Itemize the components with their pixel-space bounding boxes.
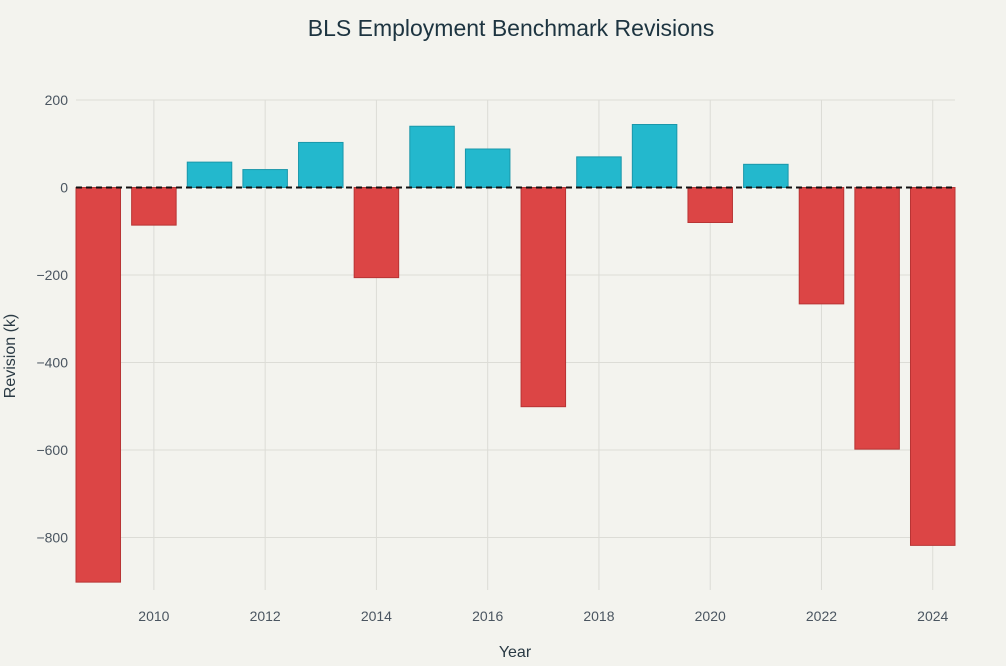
x-tick-label: 2012 bbox=[250, 608, 281, 624]
bar-2017 bbox=[520, 187, 567, 408]
bar-2020 bbox=[687, 187, 733, 223]
y-tick-label: 0 bbox=[60, 180, 68, 196]
bars bbox=[75, 124, 956, 583]
y-tick-label: −800 bbox=[36, 530, 68, 546]
x-tick-label: 2016 bbox=[472, 608, 503, 624]
x-tick-label: 2010 bbox=[138, 608, 169, 624]
y-axis-label: Revision (k) bbox=[2, 314, 19, 398]
x-tick-label: 2018 bbox=[583, 608, 614, 624]
bar-2018 bbox=[576, 156, 622, 188]
bar-2013 bbox=[298, 141, 344, 188]
x-tick-label: 2022 bbox=[806, 608, 837, 624]
bar-2015 bbox=[409, 125, 455, 188]
x-axis-ticks: 2010 2012 2014 2016 2018 2020 2022 2024 bbox=[138, 608, 948, 624]
bar-2022 bbox=[798, 187, 845, 305]
y-tick-label: −400 bbox=[36, 355, 68, 371]
y-tick-label: 200 bbox=[45, 92, 69, 108]
y-axis-ticks: 200 0 −200 −400 −600 −800 bbox=[36, 92, 68, 546]
bar-2021 bbox=[743, 163, 789, 188]
x-tick-label: 2014 bbox=[361, 608, 392, 624]
x-tick-label: 2024 bbox=[917, 608, 948, 624]
x-tick-label: 2020 bbox=[695, 608, 726, 624]
chart-title: BLS Employment Benchmark Revisions bbox=[308, 15, 715, 41]
bar-2010 bbox=[131, 187, 177, 226]
bar-2014 bbox=[353, 187, 400, 279]
bar-2011 bbox=[186, 161, 233, 188]
bar-2023 bbox=[854, 187, 900, 450]
bar-2024 bbox=[909, 187, 956, 546]
y-tick-label: −600 bbox=[36, 442, 68, 458]
x-axis-label: Year bbox=[499, 644, 532, 661]
bar-2016 bbox=[464, 148, 511, 188]
bar-2019 bbox=[631, 124, 678, 188]
bar-2012 bbox=[242, 169, 288, 188]
y-tick-label: −200 bbox=[36, 267, 68, 283]
bar-2009 bbox=[75, 187, 122, 583]
